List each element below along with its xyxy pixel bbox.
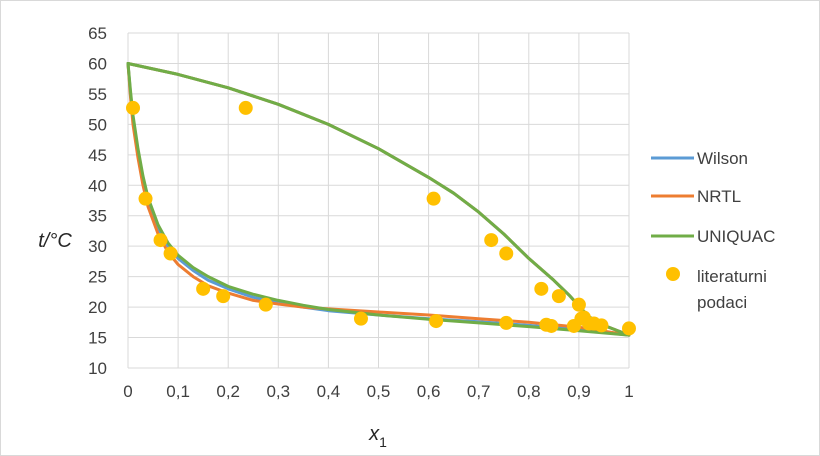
y-tick-label: 25 (88, 268, 107, 287)
x-tick-label: 0,5 (367, 382, 391, 401)
grid (127, 32, 630, 369)
legend-label: NRTL (697, 187, 741, 206)
y-tick-label: 40 (88, 176, 107, 195)
legend: Wilson NRTL UNIQUAC literaturni podaci (651, 149, 775, 312)
legend-label-line: podaci (697, 293, 747, 312)
data-point (622, 321, 636, 336)
data-point (196, 281, 211, 296)
x-axis-title-main: x (368, 423, 380, 445)
x-tick-label: 0,3 (266, 382, 290, 401)
x-tick-label: 0,4 (317, 382, 341, 401)
series-uniquac-curve-bubble (126, 62, 631, 337)
data-point (353, 311, 368, 326)
scatter-points (126, 100, 636, 336)
x-axis-title-sub: 1 (379, 434, 387, 450)
x-tick-label: 0,2 (216, 382, 240, 401)
x-tick-label: 0,9 (567, 382, 591, 401)
x-tick-label: 1 (624, 382, 633, 401)
x-tick-label: 0,8 (517, 382, 541, 401)
data-point (576, 310, 591, 325)
data-point (571, 297, 586, 312)
data-point (551, 289, 566, 304)
y-tick-label: 45 (88, 146, 107, 165)
x-tick-label: 0 (123, 382, 132, 401)
x-axis-title: x1 (368, 423, 387, 450)
y-tick-label: 55 (88, 85, 107, 104)
y-tick-label: 15 (88, 329, 107, 348)
x-tick-label: 0,6 (417, 382, 441, 401)
y-tick-label: 10 (88, 359, 107, 378)
legend-label: literaturni podaci (697, 267, 767, 312)
data-point (544, 318, 559, 333)
x-tick-labels: 0 0,1 0,2 0,3 0,4 0,5 0,6 0,7 0,8 0,9 1 (123, 382, 633, 401)
data-point (499, 246, 514, 261)
y-axis-title-text: t/°C (38, 230, 72, 252)
data-point (163, 246, 178, 261)
y-axis-title: t/°C (38, 230, 72, 252)
y-tick-labels: 10 15 20 25 30 35 40 45 50 55 60 65 (88, 24, 107, 378)
data-point (484, 233, 499, 248)
data-point (586, 316, 601, 331)
y-tick-label: 50 (88, 115, 107, 134)
y-tick-label: 35 (88, 207, 107, 226)
y-tick-label: 60 (88, 54, 107, 73)
legend-swatch-points (666, 267, 680, 281)
legend-label-line: literaturni (697, 267, 767, 286)
data-point (153, 233, 168, 248)
data-point (534, 281, 549, 296)
data-point (429, 314, 444, 329)
x-tick-label: 0,1 (166, 382, 190, 401)
y-tick-label: 20 (88, 298, 107, 317)
series-nrtl-curve-bubble (126, 62, 631, 337)
data-point (426, 191, 441, 206)
data-point (499, 315, 514, 330)
legend-label: UNIQUAC (697, 227, 775, 246)
data-point (258, 297, 273, 312)
y-tick-label: 65 (88, 24, 107, 43)
legend-label: Wilson (697, 149, 748, 168)
x-tick-label: 0,7 (467, 382, 491, 401)
data-point (238, 100, 253, 115)
data-point (126, 100, 141, 115)
data-point (216, 289, 231, 304)
y-tick-label: 30 (88, 237, 107, 256)
data-point (138, 191, 153, 206)
